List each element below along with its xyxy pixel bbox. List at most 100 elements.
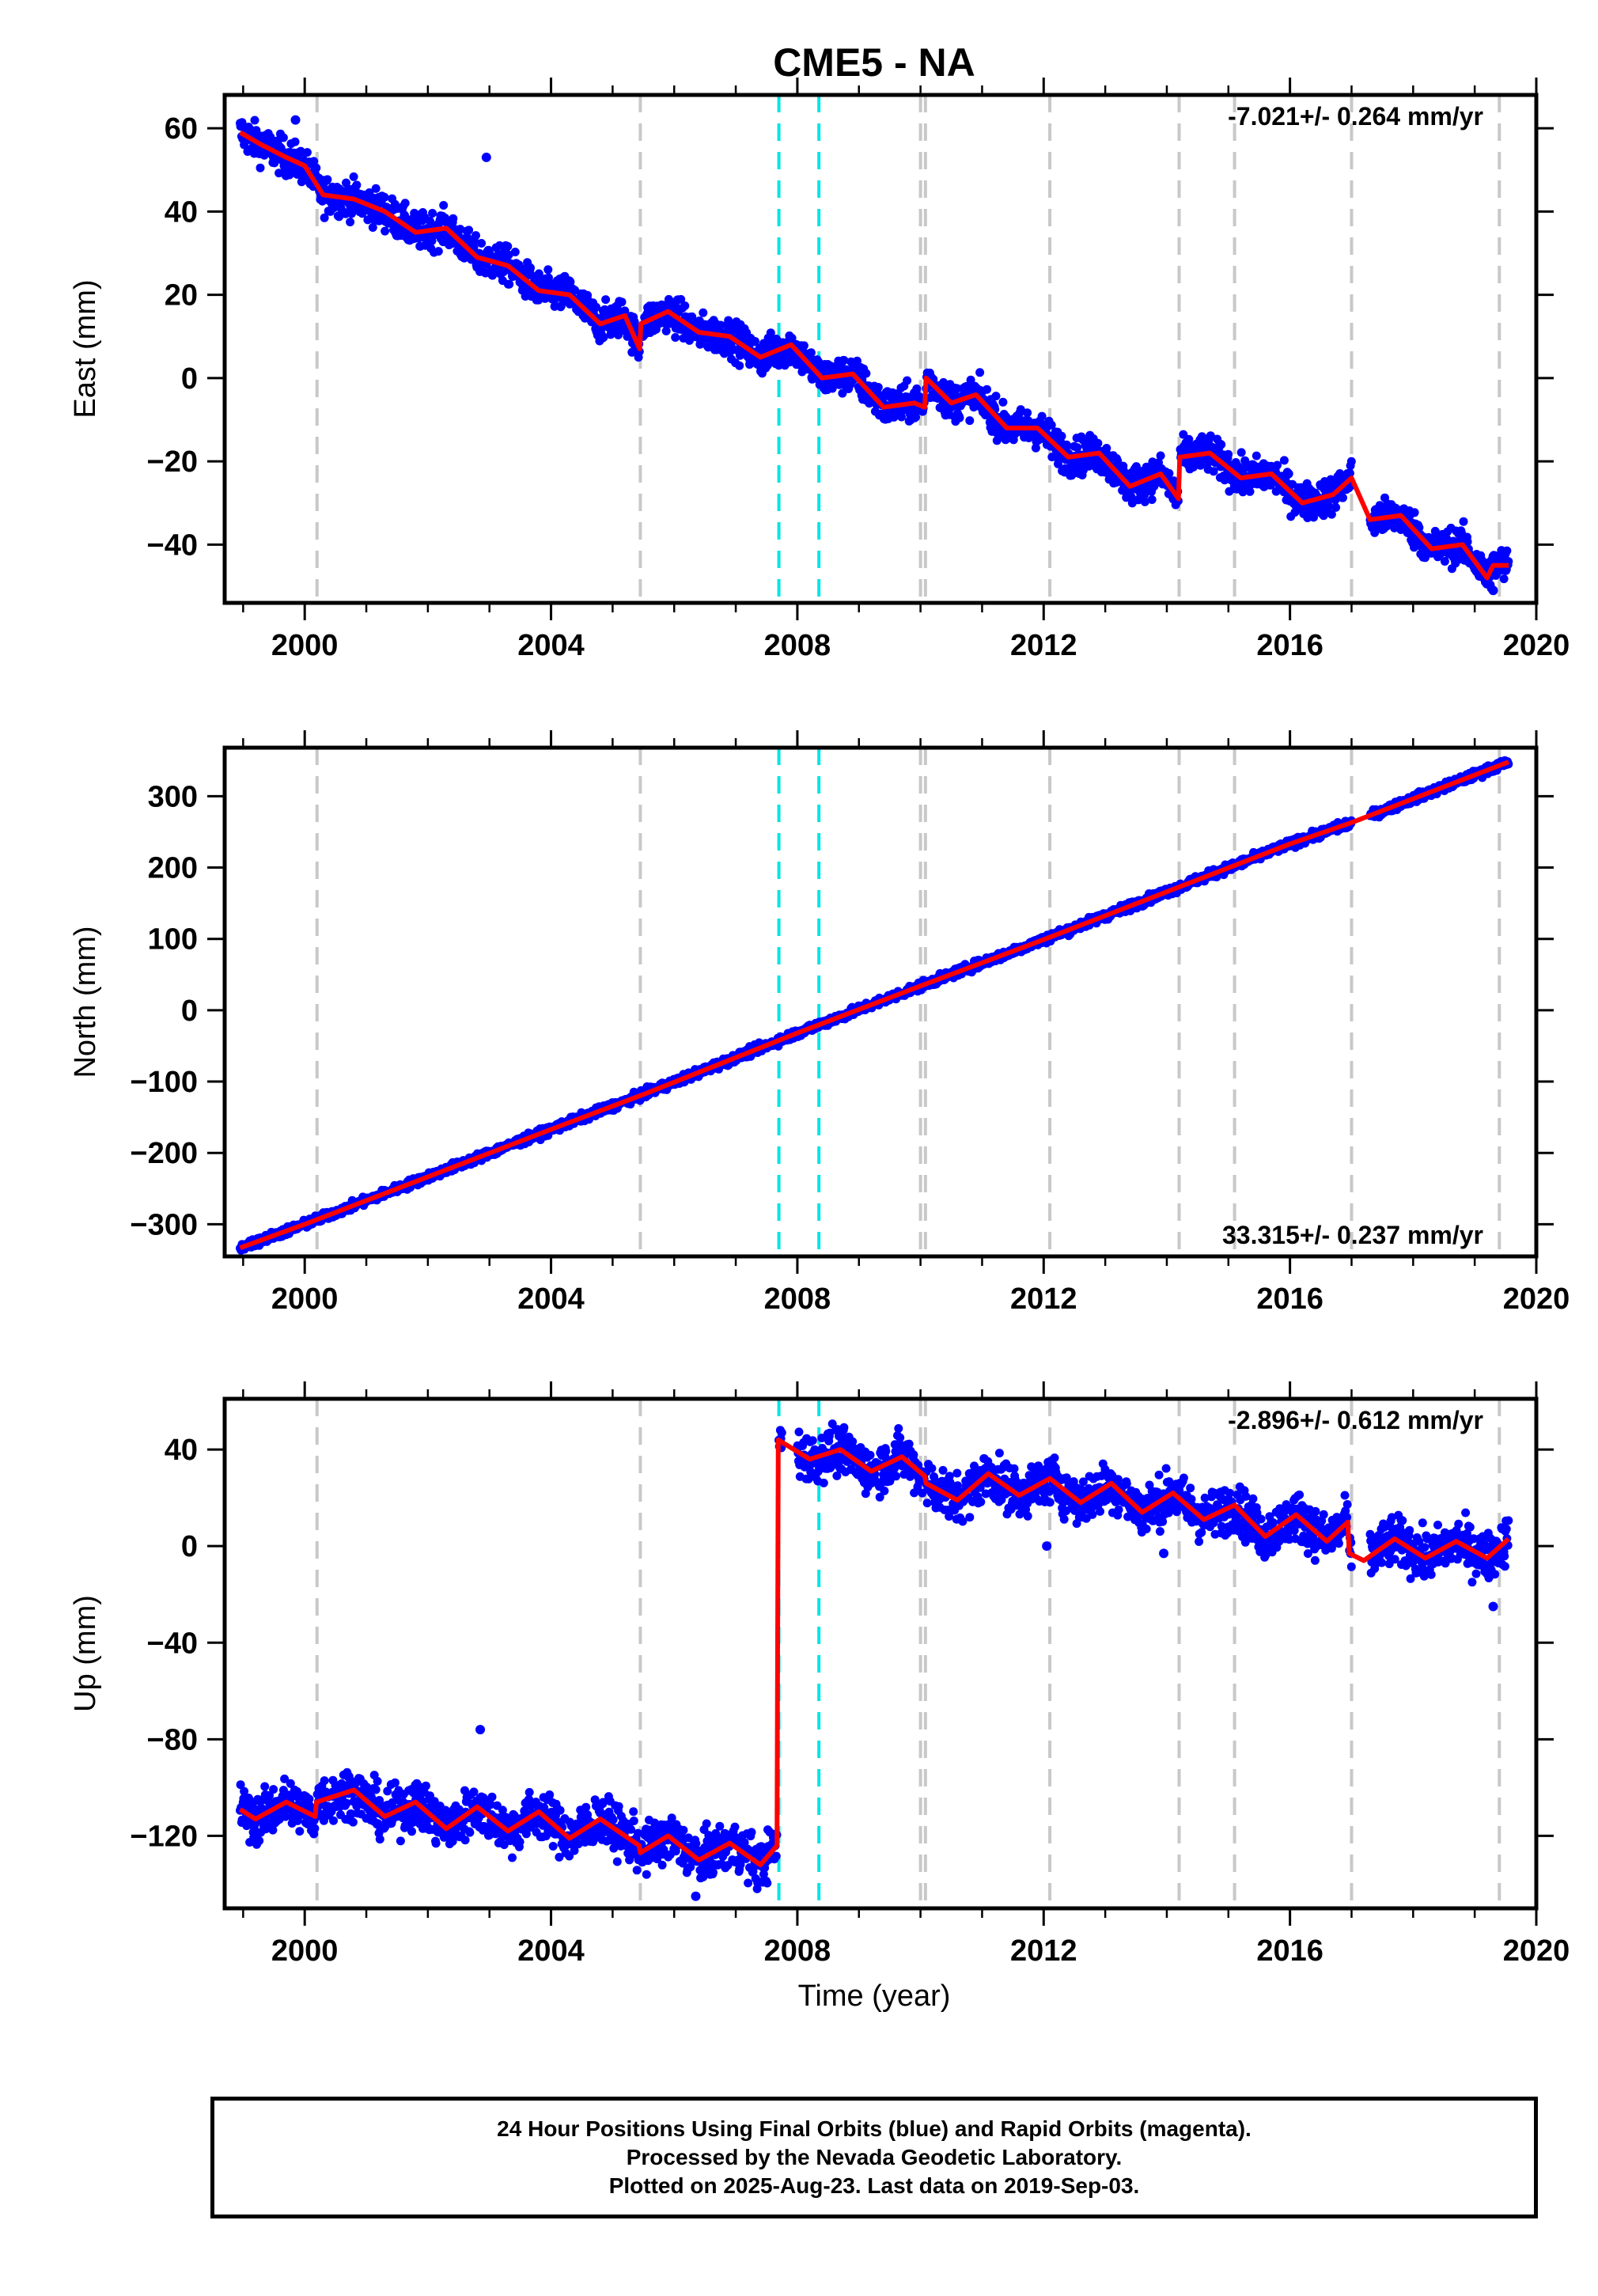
data-point bbox=[1245, 487, 1255, 496]
data-point bbox=[873, 383, 883, 392]
data-point bbox=[312, 163, 321, 172]
data-point bbox=[427, 236, 437, 245]
data-point bbox=[601, 295, 611, 305]
y-tick-label: −40 bbox=[147, 529, 198, 562]
data-point bbox=[1324, 501, 1334, 510]
data-point bbox=[1209, 467, 1218, 476]
data-point bbox=[699, 308, 708, 317]
data-point bbox=[1002, 412, 1011, 422]
data-point bbox=[766, 328, 775, 338]
data-point bbox=[716, 320, 725, 330]
data-point bbox=[434, 247, 443, 256]
data-point bbox=[671, 333, 680, 342]
data-point bbox=[1196, 460, 1205, 470]
data-point bbox=[456, 225, 465, 234]
data-point bbox=[799, 341, 808, 350]
data-point bbox=[1331, 502, 1341, 512]
data-point bbox=[371, 184, 381, 193]
data-point bbox=[1440, 557, 1449, 566]
data-point bbox=[544, 273, 553, 282]
y-axis-label: East (mm) bbox=[69, 279, 102, 418]
data-point bbox=[302, 148, 312, 157]
data-point bbox=[426, 217, 434, 225]
data-point bbox=[526, 263, 535, 272]
data-point bbox=[1031, 443, 1040, 453]
panels: 2000 2004 2008 2012 2016 2020−40−200204060Eas… bbox=[69, 78, 1570, 1968]
data-point bbox=[428, 209, 437, 218]
y-tick-label: 20 bbox=[165, 279, 198, 313]
data-point bbox=[1102, 444, 1111, 453]
data-point bbox=[1346, 457, 1356, 466]
data-point bbox=[617, 297, 627, 307]
y-tick-label: 40 bbox=[165, 195, 198, 229]
y-tick-label: −20 bbox=[147, 445, 198, 479]
data-point bbox=[983, 385, 991, 394]
x-tick-label: 2020 bbox=[1503, 629, 1570, 662]
x-tick-label: 2012 bbox=[1010, 629, 1077, 662]
data-point bbox=[1147, 495, 1157, 504]
data-point bbox=[735, 361, 744, 370]
daily-positions bbox=[236, 115, 1513, 596]
data-point bbox=[1016, 405, 1025, 415]
data-point bbox=[250, 116, 259, 125]
x-tick-label: 2004 bbox=[517, 629, 585, 662]
data-point bbox=[1273, 460, 1282, 470]
data-point bbox=[1140, 491, 1149, 500]
data-point bbox=[352, 180, 362, 190]
data-point bbox=[543, 265, 553, 275]
data-point bbox=[1156, 451, 1165, 460]
data-point bbox=[903, 376, 912, 385]
data-point bbox=[477, 239, 487, 248]
data-point bbox=[256, 163, 265, 172]
data-point bbox=[464, 225, 474, 235]
data-point bbox=[806, 348, 816, 358]
data-point bbox=[1339, 493, 1347, 502]
data-point bbox=[1057, 431, 1066, 441]
data-point bbox=[1499, 574, 1509, 584]
data-point bbox=[1279, 456, 1289, 465]
data-point bbox=[998, 397, 1008, 407]
data-point bbox=[1224, 449, 1233, 459]
x-tick-label: 2000 bbox=[271, 629, 339, 662]
data-point bbox=[400, 199, 410, 208]
data-point bbox=[1164, 468, 1174, 478]
data-point bbox=[676, 294, 686, 304]
data-point bbox=[368, 223, 377, 232]
x-tick-label: 2008 bbox=[764, 629, 831, 662]
data-point bbox=[1047, 420, 1056, 430]
data-point bbox=[1252, 451, 1261, 460]
data-point bbox=[975, 368, 985, 377]
data-point bbox=[614, 330, 623, 339]
plot-frame bbox=[222, 93, 1539, 605]
data-point bbox=[839, 355, 849, 365]
data-point bbox=[534, 269, 543, 278]
data-point bbox=[1140, 497, 1149, 506]
data-point bbox=[955, 413, 964, 422]
data-point bbox=[495, 241, 504, 250]
data-point bbox=[966, 375, 975, 385]
data-point bbox=[278, 133, 288, 142]
data-point bbox=[566, 277, 575, 286]
model-fit-line bbox=[239, 130, 1509, 581]
y-tick-label: 60 bbox=[165, 112, 198, 146]
data-point bbox=[912, 384, 922, 393]
data-point bbox=[661, 326, 671, 335]
data-point bbox=[751, 337, 759, 346]
outlier-point bbox=[290, 115, 301, 125]
y-tick-label: 0 bbox=[181, 362, 198, 396]
data-point bbox=[1023, 408, 1032, 418]
data-point bbox=[1309, 513, 1318, 522]
data-point bbox=[1463, 537, 1472, 547]
panel-north: 2000 2004 2008 2012 2016 2020−300−200−1000100… bbox=[69, 730, 1570, 1316]
data-point bbox=[510, 248, 520, 256]
data-point bbox=[838, 388, 847, 398]
data-point bbox=[471, 231, 480, 241]
data-point bbox=[449, 214, 458, 223]
outlier-point bbox=[481, 152, 491, 162]
data-point bbox=[1345, 468, 1354, 478]
data-point bbox=[620, 306, 630, 316]
data-point bbox=[504, 250, 513, 260]
data-point bbox=[346, 218, 355, 227]
data-point bbox=[965, 416, 975, 426]
